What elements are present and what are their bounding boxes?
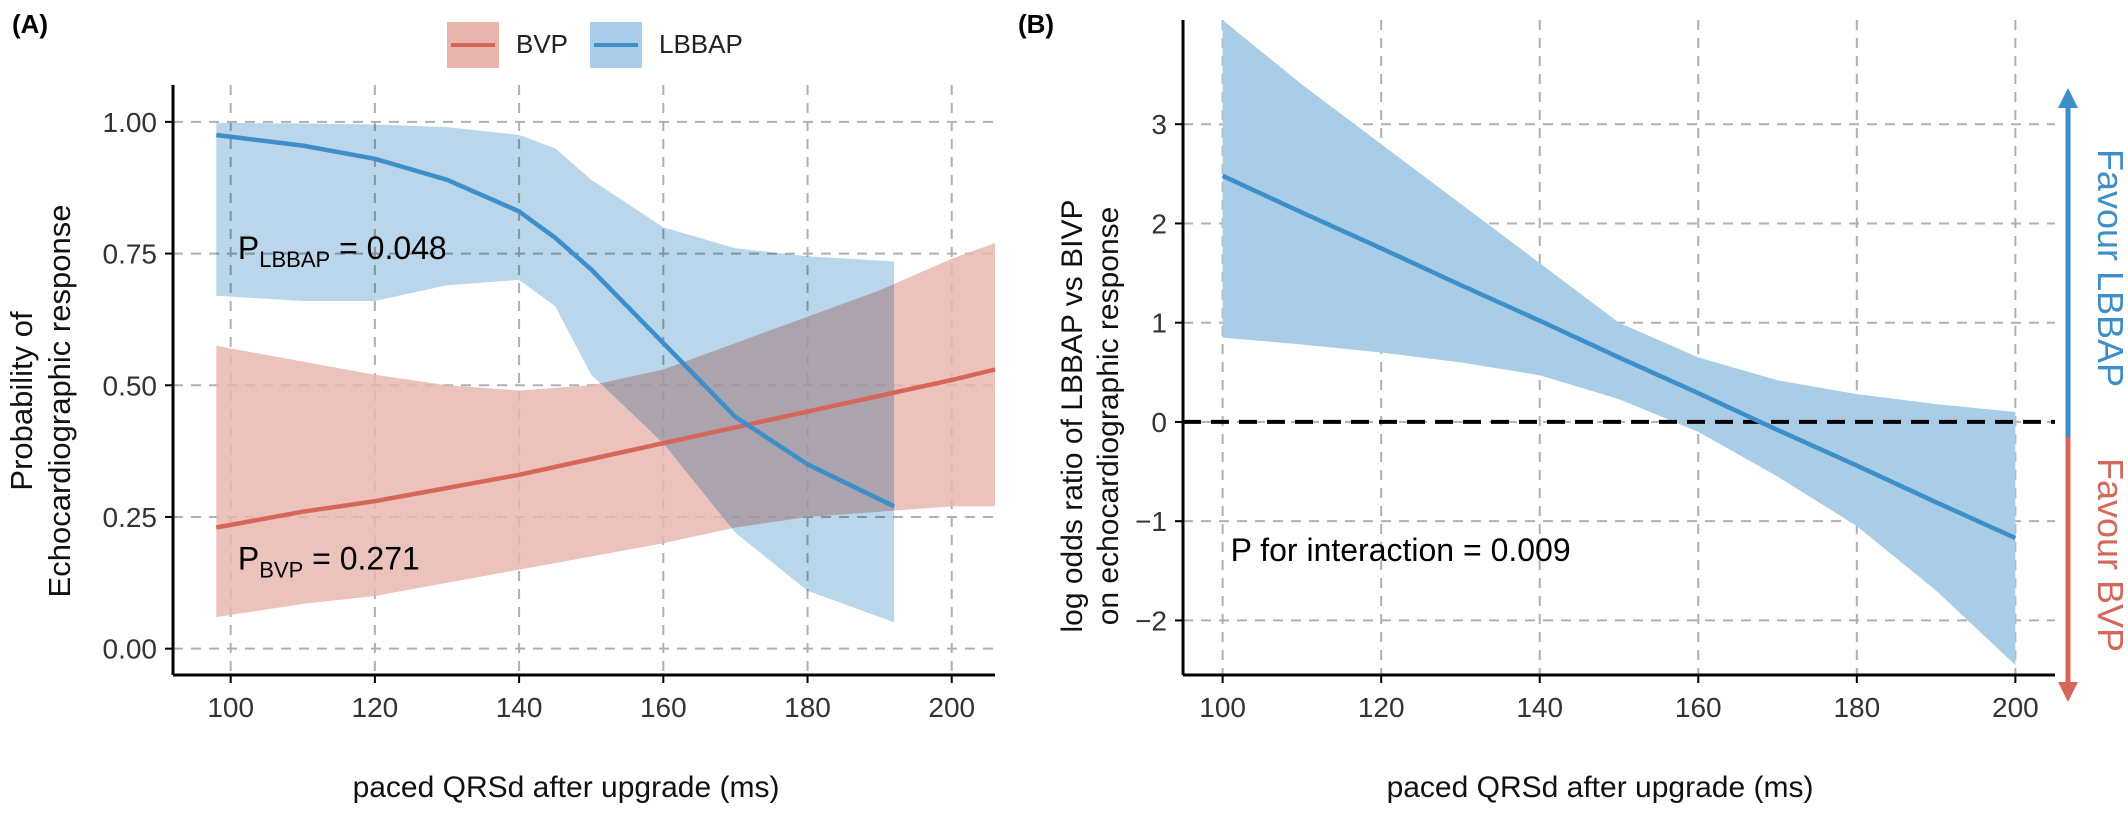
panel-b-xlabel: paced QRSd after upgrade (ms)	[1387, 771, 1814, 804]
y-tick-label-5: 3	[1151, 109, 1167, 140]
x-tick-label-200: 200	[1992, 692, 2039, 723]
x-tick-label-100: 100	[1199, 692, 1246, 723]
series-line-lbbap	[1221, 173, 2017, 541]
panel-a-ylabel-line1: Probability of	[4, 311, 39, 491]
x-tick-label-100: 100	[207, 692, 254, 723]
legend-lbbap-label: LBBAP	[659, 29, 743, 59]
p-bvp-subscript: BVP	[259, 558, 303, 583]
favour-bvp-label: Favour BVP	[2090, 458, 2128, 652]
y-tick-label-4: 2	[1151, 208, 1167, 239]
y-tick-label-3: 1	[1151, 308, 1167, 339]
x-tick-label-180: 180	[784, 692, 831, 723]
p-bvp-prefix: P	[238, 541, 259, 577]
x-tick-label-140: 140	[1516, 692, 1563, 723]
y-tick-label-2: 0	[1151, 407, 1167, 438]
favour-lbbap-label: Favour LBBAP	[2090, 149, 2128, 387]
panel-b-ylabel-line2: on echocardiographic response	[1092, 207, 1125, 626]
x-tick-label-180: 180	[1833, 692, 1880, 723]
favour-lbbap-indicator: Favour LBBAP	[2058, 88, 2128, 437]
y-tick-label-0: −2	[1135, 605, 1167, 636]
panel-a-xlabel: paced QRSd after upgrade (ms)	[353, 771, 780, 804]
panel-a-ylabel-line2: Echocardiographic response	[42, 205, 77, 598]
panel-b-axes	[1181, 20, 2055, 677]
x-tick-label-160: 160	[640, 692, 687, 723]
panel-a: (A) BVP LBBAP 100 120 140 160 180 200 0.00 0.25…	[4, 9, 996, 804]
panel-a-annotation-p-lbbap: PLBBAP = 0.048	[238, 230, 447, 272]
panel-b-series-lines	[1221, 173, 2017, 541]
y-tick-label-4: 1.00	[103, 107, 158, 138]
favour-lbbap-arrow-head	[2058, 88, 2078, 108]
x-tick-label-200: 200	[928, 692, 975, 723]
p-lbbap-value: = 0.048	[330, 230, 447, 266]
panel-b-tick-labels: 100 120 140 160 180 200 −2 −1 0 1 2 3	[1135, 109, 2039, 723]
confidence-band-lbbap	[1222, 20, 2016, 666]
x-tick-label-140: 140	[496, 692, 543, 723]
x-tick-label-160: 160	[1675, 692, 1722, 723]
confidence-band-lbbap	[216, 122, 895, 623]
panel-a-tick-labels: 100 120 140 160 180 200 0.00 0.25 0.50 0.75 1.00	[103, 107, 976, 723]
legend-bvp-label: BVP	[516, 29, 568, 59]
p-lbbap-subscript: LBBAP	[259, 247, 330, 272]
panel-a-label: (A)	[12, 9, 48, 39]
series-line-lbbap	[216, 132, 896, 509]
y-tick-label-2: 0.50	[103, 370, 158, 401]
panel-b-annotation-p-interaction: P for interaction = 0.009	[1231, 532, 1571, 568]
p-bvp-value: = 0.271	[303, 541, 420, 577]
panel-a-series-lines	[215, 132, 996, 530]
y-tick-label-1: 0.25	[103, 502, 158, 533]
panel-b-label: (B)	[1018, 9, 1054, 39]
panel-b-ylabel-line1: log odds ratio of LBBAP vs BIVP	[1056, 199, 1089, 632]
favour-bvp-arrow-head	[2058, 682, 2078, 702]
favour-bvp-indicator: Favour BVP	[2058, 437, 2128, 702]
y-tick-label-3: 0.75	[103, 239, 158, 270]
panel-a-confidence-bands	[216, 122, 996, 623]
panel-b: (B) 100 120 140 160 180 200 −2 −1 0 1 2 3 P for int…	[1018, 9, 2128, 804]
panel-a-legend: BVP LBBAP	[447, 22, 743, 68]
panel-b-confidence-bands	[1222, 20, 2016, 666]
panel-a-axes	[171, 85, 995, 677]
y-tick-label-0: 0.00	[103, 634, 158, 665]
y-tick-label-1: −1	[1135, 506, 1167, 537]
series-line-bvp	[215, 367, 996, 530]
p-lbbap-prefix: P	[238, 230, 259, 266]
panel-a-annotation-p-bvp: PBVP = 0.271	[238, 541, 420, 583]
x-tick-label-120: 120	[352, 692, 399, 723]
x-tick-label-120: 120	[1358, 692, 1405, 723]
